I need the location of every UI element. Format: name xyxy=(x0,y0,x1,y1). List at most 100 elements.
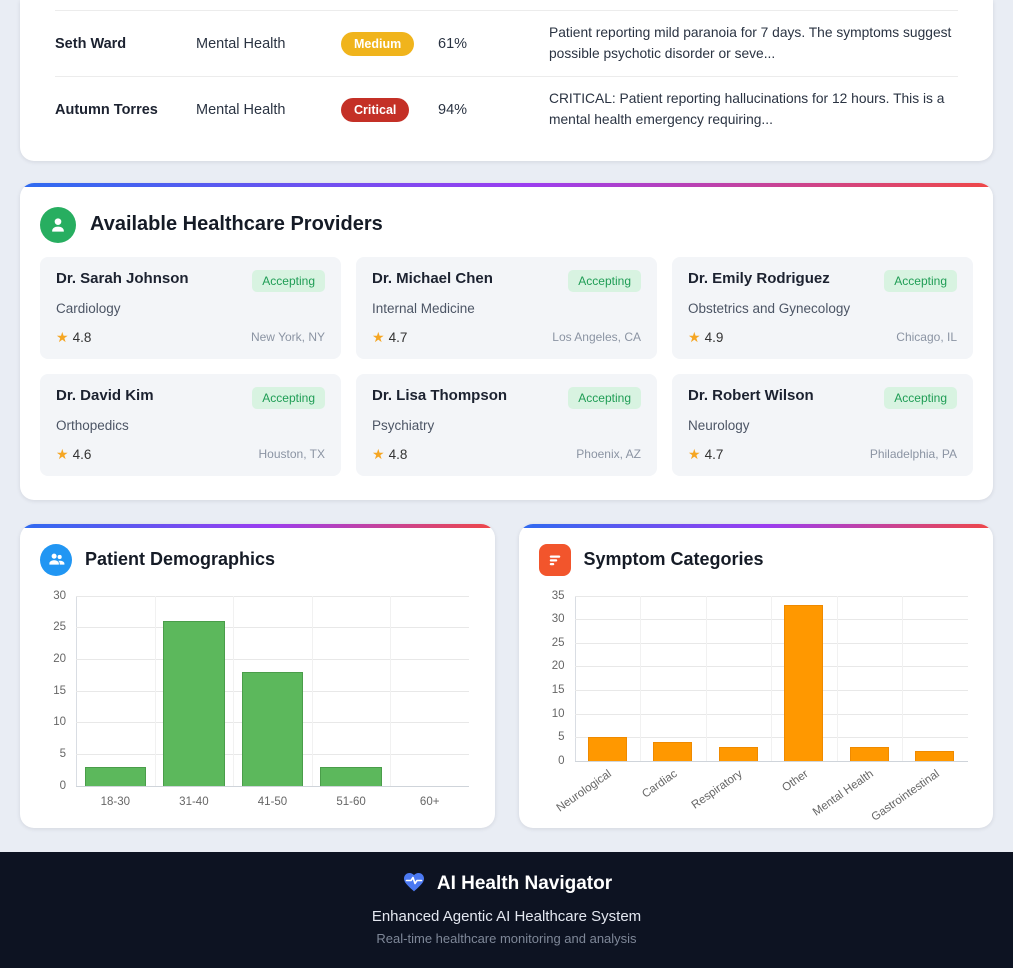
provider-specialty: Obstetrics and Gynecology xyxy=(688,300,851,316)
table-row: Autumn Torres Mental Health Critical 94%… xyxy=(55,76,958,142)
confidence-value: 94% xyxy=(438,102,468,119)
y-axis-tick: 35 xyxy=(551,589,565,602)
symptoms-header: Symptom Categories xyxy=(519,528,994,584)
demographics-chart: 0 5 10 15 20 25 30 18-30 31-40 41-50 51-60 60+ xyxy=(40,588,477,816)
provider-card: Dr. Emily Rodriguez Accepting Obstetrics… xyxy=(672,256,973,359)
x-axis-label: Respiratory xyxy=(690,767,746,812)
provider-card: Dr. Sarah Johnson Accepting Cardiology ★… xyxy=(40,256,341,359)
bar-other xyxy=(784,605,824,761)
gridline xyxy=(902,595,903,761)
provider-location: Los Angeles, CA xyxy=(552,330,641,345)
demographics-card: Patient Demographics 0 5 10 15 20 25 30 18-30 31… xyxy=(20,523,495,828)
y-axis-tick: 5 xyxy=(558,731,565,744)
y-axis-tick: 0 xyxy=(59,779,66,792)
accent-gradient-bar xyxy=(20,523,495,528)
provider-name: Dr. Sarah Johnson xyxy=(56,269,189,287)
bar-41-50 xyxy=(241,671,304,786)
provider-rating: ★ 4.7 xyxy=(372,328,408,345)
section-title: Available Healthcare Providers xyxy=(90,213,383,236)
provider-name: Dr. Michael Chen xyxy=(372,269,493,287)
provider-name: Dr. Robert Wilson xyxy=(688,386,814,404)
provider-rating: ★ 4.8 xyxy=(372,445,408,462)
plot-area: 0 5 10 15 20 25 30 35 Neurological Cardiac Respira… xyxy=(552,590,968,823)
star-icon: ★ xyxy=(372,328,385,345)
patient-condition: Mental Health xyxy=(196,35,286,52)
users-icon xyxy=(40,543,72,576)
providers-section: Available Healthcare Providers Dr. Sarah… xyxy=(20,182,993,500)
y-axis-tick: 10 xyxy=(53,716,66,729)
bar-51-60 xyxy=(320,766,382,786)
footer-title-row: AI Health Navigator xyxy=(0,870,1013,899)
bar-respiratory xyxy=(718,746,758,761)
heart-pulse-icon xyxy=(401,870,427,899)
severity-cell: Medium xyxy=(341,31,438,56)
star-icon: ★ xyxy=(688,328,701,345)
y-axis-tick: 0 xyxy=(558,754,565,767)
y-axis-tick: 10 xyxy=(551,707,565,720)
charts-row: Patient Demographics 0 5 10 15 20 25 30 18-30 31… xyxy=(20,523,994,828)
footer-title: AI Health Navigator xyxy=(436,873,613,895)
y-axis-tick: 25 xyxy=(53,621,66,634)
bar-cardiac xyxy=(653,741,693,761)
y-axis-tick: 15 xyxy=(53,684,66,697)
gridline xyxy=(705,595,707,761)
provider-specialty: Orthopedics xyxy=(56,417,129,433)
gridline xyxy=(390,595,392,786)
provider-card: Dr. Michael Chen Accepting Internal Medi… xyxy=(356,256,657,359)
star-icon: ★ xyxy=(56,328,69,345)
bar-mental-health xyxy=(849,746,889,761)
y-axis-tick: 25 xyxy=(551,636,565,649)
patient-condition: Mental Health xyxy=(196,102,286,119)
x-axis-label: Mental Health xyxy=(811,767,877,819)
status-badge: Accepting xyxy=(568,386,641,409)
gridline xyxy=(574,760,968,762)
x-axis-label: Gastrointestinal xyxy=(869,767,942,824)
provider-specialty: Neurology xyxy=(688,417,750,433)
patient-name: Autumn Torres xyxy=(55,102,158,119)
gridline xyxy=(640,595,641,761)
star-icon: ★ xyxy=(56,445,69,462)
chart-title: Patient Demographics xyxy=(85,549,276,570)
y-axis-tick: 30 xyxy=(53,589,66,602)
provider-name: Dr. Emily Rodriguez xyxy=(688,269,830,287)
table-row: Seth Ward Mental Health Medium 61% Patie… xyxy=(55,10,958,76)
severity-cell: Critical xyxy=(341,98,438,123)
symptoms-card: Symptom Categories 0 5 10 15 20 25 30 35 Neurolo… xyxy=(518,523,994,828)
provider-location: Philadelphia, PA xyxy=(869,447,957,462)
gridline xyxy=(76,595,469,597)
x-axis-label: 31-40 xyxy=(179,795,209,808)
triage-table: Seth Ward Mental Health Medium 61% Patie… xyxy=(20,0,993,161)
gridline xyxy=(771,595,772,761)
provider-location: Chicago, IL xyxy=(896,330,957,345)
status-badge: Accepting xyxy=(568,269,641,292)
patient-description: CRITICAL: Patient reporting hallucinatio… xyxy=(549,91,945,128)
y-axis-tick: 20 xyxy=(53,653,66,666)
provider-specialty: Psychiatry xyxy=(372,417,435,433)
gridline xyxy=(836,595,838,761)
y-axis-tick: 30 xyxy=(551,613,565,626)
provider-card: Dr. David Kim Accepting Orthopedics ★ 4.6… xyxy=(40,373,341,476)
severity-badge: Medium xyxy=(341,31,415,56)
provider-card: Dr. Lisa Thompson Accepting Psychiatry ★… xyxy=(356,373,657,476)
status-badge: Accepting xyxy=(252,386,325,409)
severity-badge: Critical xyxy=(341,98,410,123)
patient-description: Patient reporting mild paranoia for 7 da… xyxy=(549,25,952,61)
bar-gastrointestinal xyxy=(915,751,955,761)
provider-rating: ★ 4.8 xyxy=(56,328,92,345)
status-badge: Accepting xyxy=(884,269,957,292)
bar-chart-icon xyxy=(538,543,571,576)
provider-card: Dr. Robert Wilson Accepting Neurology ★ 4… xyxy=(672,373,973,476)
x-axis-label: 18-30 xyxy=(100,795,131,808)
star-icon: ★ xyxy=(372,445,385,462)
x-axis-label: Neurological xyxy=(554,767,615,815)
provider-location: Phoenix, AZ xyxy=(576,447,641,462)
footer-subtitle: Enhanced Agentic AI Healthcare System xyxy=(371,907,642,925)
x-axis-label: 51-60 xyxy=(336,795,366,808)
provider-specialty: Cardiology xyxy=(56,300,121,316)
y-axis-tick: 5 xyxy=(59,748,66,761)
provider-location: Houston, TX xyxy=(258,447,325,462)
accent-gradient-bar xyxy=(518,523,993,528)
bar-31-40 xyxy=(163,621,225,786)
provider-rating: ★ 4.7 xyxy=(688,445,724,462)
footer-tagline: Real-time healthcare monitoring and anal… xyxy=(376,930,637,946)
